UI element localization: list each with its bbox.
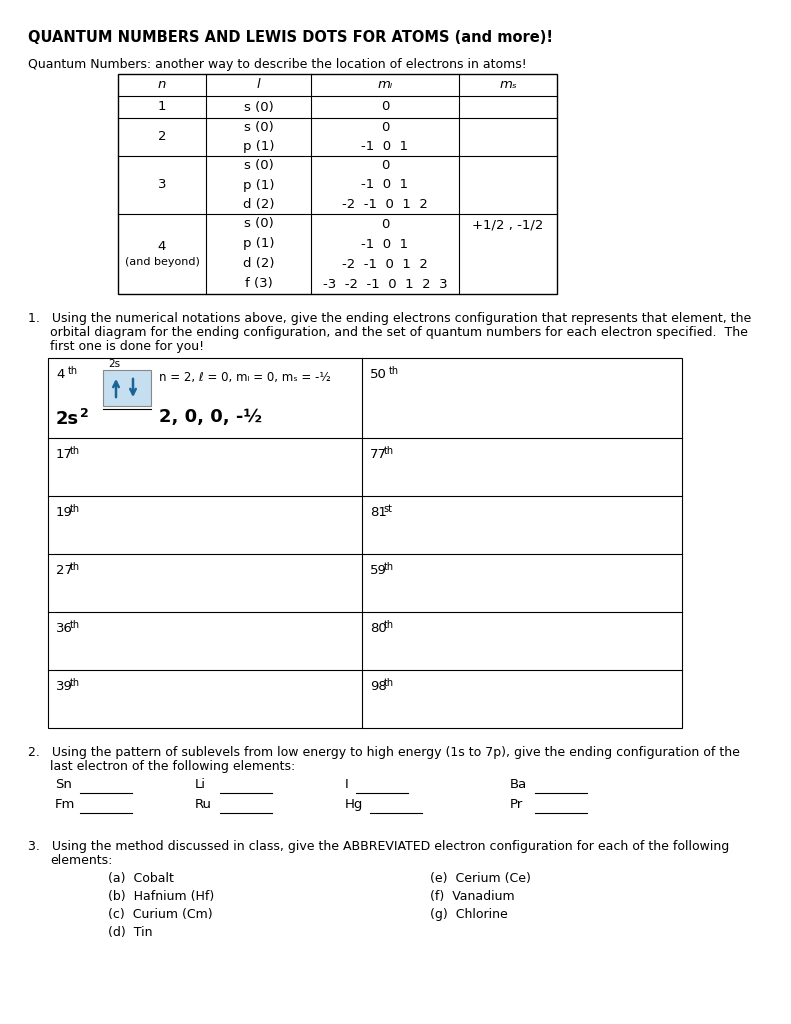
Text: s (0): s (0): [244, 217, 274, 230]
Text: Li: Li: [195, 778, 206, 791]
Text: 36: 36: [56, 622, 73, 635]
Text: (d)  Tin: (d) Tin: [108, 926, 153, 939]
Text: 0: 0: [380, 121, 389, 134]
Text: (b)  Hafnium (Hf): (b) Hafnium (Hf): [108, 890, 214, 903]
Text: 1.   Using the numerical notations above, give the ending electrons configuratio: 1. Using the numerical notations above, …: [28, 312, 751, 325]
Text: 4: 4: [158, 240, 166, 253]
Bar: [103, 370, 151, 406]
Text: 3.   Using the method discussed in class, give the ABBREVIATED electron configur: 3. Using the method discussed in class, …: [28, 840, 729, 853]
Text: 3: 3: [157, 178, 166, 191]
Text: th: th: [70, 504, 80, 514]
Text: 2, 0, 0, -½: 2, 0, 0, -½: [159, 408, 262, 426]
Text: 80: 80: [370, 622, 387, 635]
Text: 0: 0: [380, 100, 389, 114]
Text: 81: 81: [370, 506, 387, 519]
Text: 1: 1: [157, 100, 166, 114]
Text: elements:: elements:: [50, 854, 112, 867]
Text: 4: 4: [56, 368, 64, 381]
Text: (e)  Cerium (Ce): (e) Cerium (Ce): [430, 872, 531, 885]
Text: th: th: [384, 620, 394, 630]
Text: orbital diagram for the ending configuration, and the set of quantum numbers for: orbital diagram for the ending configura…: [50, 326, 747, 339]
Text: first one is done for you!: first one is done for you!: [50, 340, 204, 353]
Text: 2s: 2s: [108, 359, 120, 369]
Text: 17: 17: [56, 449, 73, 461]
Text: th: th: [384, 678, 394, 688]
Text: n = 2, ℓ = 0, mₗ = 0, mₛ = -½: n = 2, ℓ = 0, mₗ = 0, mₛ = -½: [159, 371, 331, 384]
Text: 39: 39: [56, 680, 73, 693]
Text: p (1): p (1): [243, 238, 274, 251]
Text: -1  0  1: -1 0 1: [361, 140, 409, 153]
Text: mₗ: mₗ: [377, 79, 392, 91]
Text: Fm: Fm: [55, 798, 75, 811]
Text: th: th: [384, 562, 394, 572]
Text: Ba: Ba: [510, 778, 528, 791]
Text: th: th: [70, 446, 80, 456]
Text: s (0): s (0): [244, 159, 274, 172]
Text: th: th: [68, 366, 78, 376]
Text: +1/2 , -1/2: +1/2 , -1/2: [472, 218, 543, 231]
Text: th: th: [70, 562, 80, 572]
Text: s (0): s (0): [244, 100, 274, 114]
Text: th: th: [70, 678, 80, 688]
Text: th: th: [70, 620, 80, 630]
Text: -1  0  1: -1 0 1: [361, 178, 409, 191]
Text: 27: 27: [56, 564, 73, 577]
Text: 0: 0: [380, 159, 389, 172]
Text: 77: 77: [370, 449, 387, 461]
Text: 2s: 2s: [56, 410, 79, 428]
Text: (c)  Curium (Cm): (c) Curium (Cm): [108, 908, 213, 921]
Text: -2  -1  0  1  2: -2 -1 0 1 2: [342, 198, 428, 211]
Text: Quantum Numbers: another way to describe the location of electrons in atoms!: Quantum Numbers: another way to describe…: [28, 58, 527, 71]
Text: QUANTUM NUMBERS AND LEWIS DOTS FOR ATOMS (and more)!: QUANTUM NUMBERS AND LEWIS DOTS FOR ATOMS…: [28, 30, 553, 45]
Text: Hg: Hg: [345, 798, 363, 811]
Text: mₛ: mₛ: [499, 79, 517, 91]
Text: (g)  Chlorine: (g) Chlorine: [430, 908, 508, 921]
Text: 59: 59: [370, 564, 387, 577]
Text: 19: 19: [56, 506, 73, 519]
Text: th: th: [384, 446, 394, 456]
Text: p (1): p (1): [243, 178, 274, 191]
Text: n: n: [158, 79, 166, 91]
Text: Ru: Ru: [195, 798, 212, 811]
Text: 2: 2: [80, 407, 89, 420]
Text: -1  0  1: -1 0 1: [361, 238, 409, 251]
Text: I: I: [345, 778, 349, 791]
Text: 0: 0: [380, 217, 389, 230]
Text: st: st: [384, 504, 392, 514]
Text: -2  -1  0  1  2: -2 -1 0 1 2: [342, 257, 428, 270]
Text: 2: 2: [157, 130, 166, 143]
Text: f (3): f (3): [244, 278, 272, 291]
Text: d (2): d (2): [243, 257, 274, 270]
Text: s (0): s (0): [244, 121, 274, 134]
Text: (a)  Cobalt: (a) Cobalt: [108, 872, 174, 885]
Text: -3  -2  -1  0  1  2  3: -3 -2 -1 0 1 2 3: [323, 278, 448, 291]
Bar: [48, 358, 682, 728]
Text: (f)  Vanadium: (f) Vanadium: [430, 890, 515, 903]
Text: d (2): d (2): [243, 198, 274, 211]
Text: 50: 50: [370, 368, 387, 381]
Text: Pr: Pr: [510, 798, 524, 811]
Text: l: l: [257, 79, 260, 91]
Text: 2.   Using the pattern of sublevels from low energy to high energy (1s to 7p), g: 2. Using the pattern of sublevels from l…: [28, 746, 740, 759]
Text: Sn: Sn: [55, 778, 72, 791]
Text: (and beyond): (and beyond): [124, 257, 199, 267]
Bar: [118, 74, 557, 294]
Text: last electron of the following elements:: last electron of the following elements:: [50, 760, 295, 773]
Text: 98: 98: [370, 680, 387, 693]
Text: p (1): p (1): [243, 140, 274, 153]
Text: th: th: [389, 366, 399, 376]
